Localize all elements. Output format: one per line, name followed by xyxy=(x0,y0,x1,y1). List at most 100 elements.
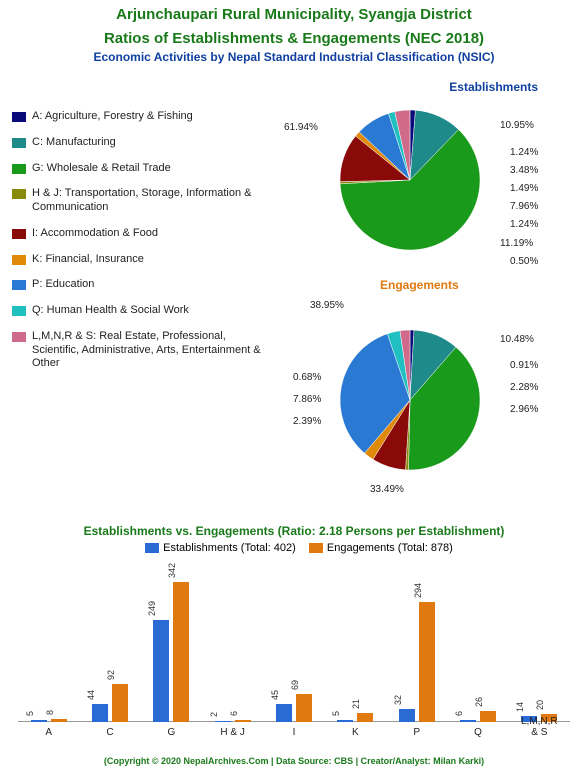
bar-eng xyxy=(419,602,435,722)
pie-slice xyxy=(387,331,410,400)
legend: A: Agriculture, Forestry & Fishing C: Man… xyxy=(12,110,272,383)
bar-title: Establishments vs. Engagements (Ratio: 2… xyxy=(0,524,588,538)
bar-chart: 58A4492C249342G26H & J4569I521K32294P626… xyxy=(18,580,570,740)
bar-val-est: 5 xyxy=(331,711,341,716)
legend-text: K: Financial, Insurance xyxy=(32,253,144,267)
bar-est xyxy=(215,721,231,722)
pie-slice xyxy=(400,330,410,400)
bar-category: A xyxy=(29,727,69,738)
bar-eng xyxy=(51,719,67,722)
bar-category: G xyxy=(151,727,191,738)
legend-item: I: Accommodation & Food xyxy=(12,227,272,241)
bar-val-eng: 21 xyxy=(351,699,361,709)
pct-label: 61.94% xyxy=(284,122,318,133)
pie-slice xyxy=(340,130,480,250)
legend-swatch xyxy=(12,164,26,174)
pie-slice xyxy=(340,136,410,182)
bar-val-eng: 69 xyxy=(290,680,300,690)
bar-category: P xyxy=(397,727,437,738)
pie-slice xyxy=(364,400,410,459)
legend-swatch xyxy=(12,229,26,239)
bar-category: H & J xyxy=(213,727,253,738)
bar-legend: Establishments (Total: 402) Engagements … xyxy=(0,542,588,554)
footer: (Copyright © 2020 NepalArchives.Com | Da… xyxy=(0,756,588,766)
legend-text: G: Wholesale & Retail Trade xyxy=(32,162,171,176)
legend-item: H & J: Transportation, Storage, Informat… xyxy=(12,187,272,215)
bar-val-eng: 6 xyxy=(229,711,239,716)
legend-text: L,M,N,R & S: Real Estate, Professional, … xyxy=(32,330,272,371)
bar-category: K xyxy=(335,727,375,738)
legend-item: Q: Human Health & Social Work xyxy=(12,304,272,318)
bar-val-est: 44 xyxy=(86,690,96,700)
bar-val-est: 45 xyxy=(270,690,280,700)
label-establishments: Establishments xyxy=(449,80,538,94)
pct-label: 7.86% xyxy=(293,394,321,405)
bar-est xyxy=(337,720,353,722)
pie-slice xyxy=(410,110,415,180)
pie-slice xyxy=(340,334,410,453)
bar-eng xyxy=(480,711,496,722)
pct-label: 38.95% xyxy=(310,300,344,311)
bar-val-est: 32 xyxy=(393,695,403,705)
bar-val-eng: 342 xyxy=(167,563,177,578)
bar-est xyxy=(399,709,415,722)
pct-label: 1.24% xyxy=(510,219,538,230)
pct-label: 7.96% xyxy=(510,201,538,212)
bar-est xyxy=(276,704,292,722)
bar-eng xyxy=(296,694,312,722)
pie-slice xyxy=(340,180,410,184)
bar-legend-eng: Engagements (Total: 878) xyxy=(327,542,453,554)
legend-text: I: Accommodation & Food xyxy=(32,227,158,241)
bar-category: I xyxy=(274,727,314,738)
pct-label: 3.48% xyxy=(510,165,538,176)
bar-val-eng: 92 xyxy=(106,670,116,680)
legend-swatch xyxy=(12,255,26,265)
pct-label: 2.39% xyxy=(293,416,321,427)
legend-item: K: Financial, Insurance xyxy=(12,253,272,267)
pie-slice xyxy=(388,112,410,180)
bar-val-eng: 20 xyxy=(535,700,545,710)
pct-label: 1.49% xyxy=(510,183,538,194)
pie-slice xyxy=(359,113,410,180)
bar-est xyxy=(153,620,169,722)
legend-item: C: Manufacturing xyxy=(12,136,272,150)
bar-val-est: 5 xyxy=(25,711,35,716)
legend-text: P: Education xyxy=(32,278,94,292)
pie-slice xyxy=(373,400,410,470)
bar-eng xyxy=(235,720,251,722)
pie-slice xyxy=(409,347,480,470)
bar-val-est: 6 xyxy=(454,711,464,716)
title-line2: Ratios of Establishments & Engagements (… xyxy=(0,24,588,48)
bar-eng xyxy=(357,713,373,722)
pct-label: 2.96% xyxy=(510,404,538,415)
bar-val-est: 249 xyxy=(147,601,157,616)
pct-label: 10.95% xyxy=(500,120,534,131)
pct-label: 0.50% xyxy=(510,256,538,267)
pie-slice xyxy=(356,132,410,180)
bar-est xyxy=(31,720,47,722)
bar-est xyxy=(460,720,476,722)
pct-label: 1.24% xyxy=(510,147,538,158)
bar-eng xyxy=(173,582,189,722)
legend-item: G: Wholesale & Retail Trade xyxy=(12,162,272,176)
legend-swatch xyxy=(12,332,26,342)
pie-slice xyxy=(410,110,459,180)
legend-text: A: Agriculture, Forestry & Fishing xyxy=(32,110,193,124)
pie-slice xyxy=(410,330,456,400)
pct-label: 10.48% xyxy=(500,334,534,345)
bar-header: Establishments vs. Engagements (Ratio: 2… xyxy=(0,524,588,554)
label-engagements: Engagements xyxy=(380,278,459,292)
legend-swatch xyxy=(12,280,26,290)
bar-val-eng: 8 xyxy=(45,710,55,715)
title-line1: Arjunchaupari Rural Municipality, Syangj… xyxy=(0,0,588,24)
bar-category: L,M,N,R & S xyxy=(519,716,559,738)
legend-swatch xyxy=(12,112,26,122)
bar-category: C xyxy=(90,727,130,738)
legend-item: P: Education xyxy=(12,278,272,292)
pie-slice xyxy=(410,330,414,400)
bar-category: Q xyxy=(458,727,498,738)
legend-item: A: Agriculture, Forestry & Fishing xyxy=(12,110,272,124)
pct-label: 33.49% xyxy=(370,484,404,495)
pct-label: 11.19% xyxy=(500,238,533,249)
pct-label: 0.91% xyxy=(510,360,538,371)
